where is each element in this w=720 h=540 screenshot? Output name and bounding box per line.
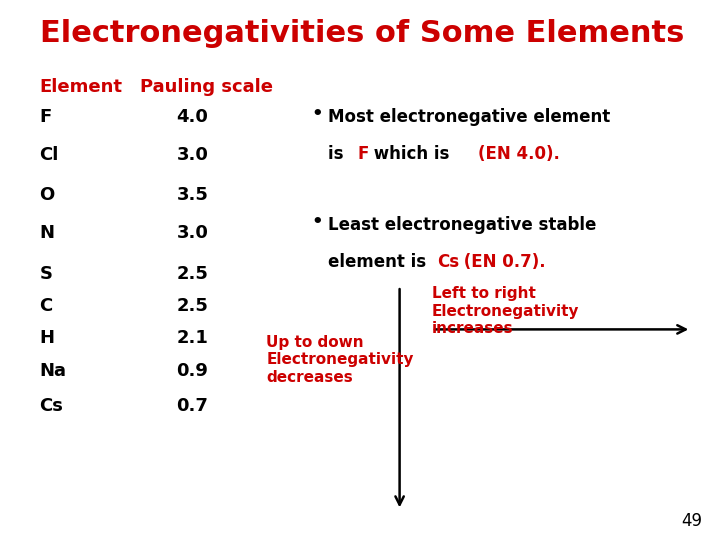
Text: is: is: [328, 145, 349, 163]
Text: O: O: [40, 186, 55, 204]
Text: •: •: [312, 105, 323, 123]
Text: 3.5: 3.5: [176, 186, 208, 204]
Text: which is: which is: [368, 145, 461, 163]
Text: Na: Na: [40, 362, 66, 380]
Text: (EN 0.7).: (EN 0.7).: [458, 253, 545, 271]
Text: S: S: [40, 265, 53, 282]
Text: 2.1: 2.1: [176, 329, 208, 347]
Text: Cs: Cs: [40, 397, 63, 415]
Text: 4.0: 4.0: [176, 108, 208, 126]
Text: Cl: Cl: [40, 146, 59, 164]
Text: 0.7: 0.7: [176, 397, 208, 415]
Text: F: F: [40, 108, 52, 126]
Text: 3.0: 3.0: [176, 146, 208, 164]
Text: Left to right
Electronegativity
increases: Left to right Electronegativity increase…: [432, 286, 580, 336]
Text: Cs: Cs: [438, 253, 460, 271]
Text: N: N: [40, 224, 55, 242]
Text: 2.5: 2.5: [176, 265, 208, 282]
Text: H: H: [40, 329, 55, 347]
Text: element is: element is: [328, 253, 431, 271]
Text: (EN 4.0).: (EN 4.0).: [477, 145, 559, 163]
Text: 49: 49: [681, 512, 702, 530]
Text: C: C: [40, 297, 53, 315]
Text: Least electronegative stable: Least electronegative stable: [328, 216, 596, 234]
Text: 0.9: 0.9: [176, 362, 208, 380]
Text: F: F: [358, 145, 369, 163]
Text: 3.0: 3.0: [176, 224, 208, 242]
Text: •: •: [312, 213, 323, 231]
Text: Pauling scale: Pauling scale: [140, 78, 274, 96]
Text: Up to down
Electronegativity
decreases: Up to down Electronegativity decreases: [266, 335, 414, 384]
Text: Element: Element: [40, 78, 122, 96]
Text: Most electronegative element: Most electronegative element: [328, 108, 610, 126]
Text: 2.5: 2.5: [176, 297, 208, 315]
Text: Electronegativities of Some Elements: Electronegativities of Some Elements: [40, 19, 684, 48]
